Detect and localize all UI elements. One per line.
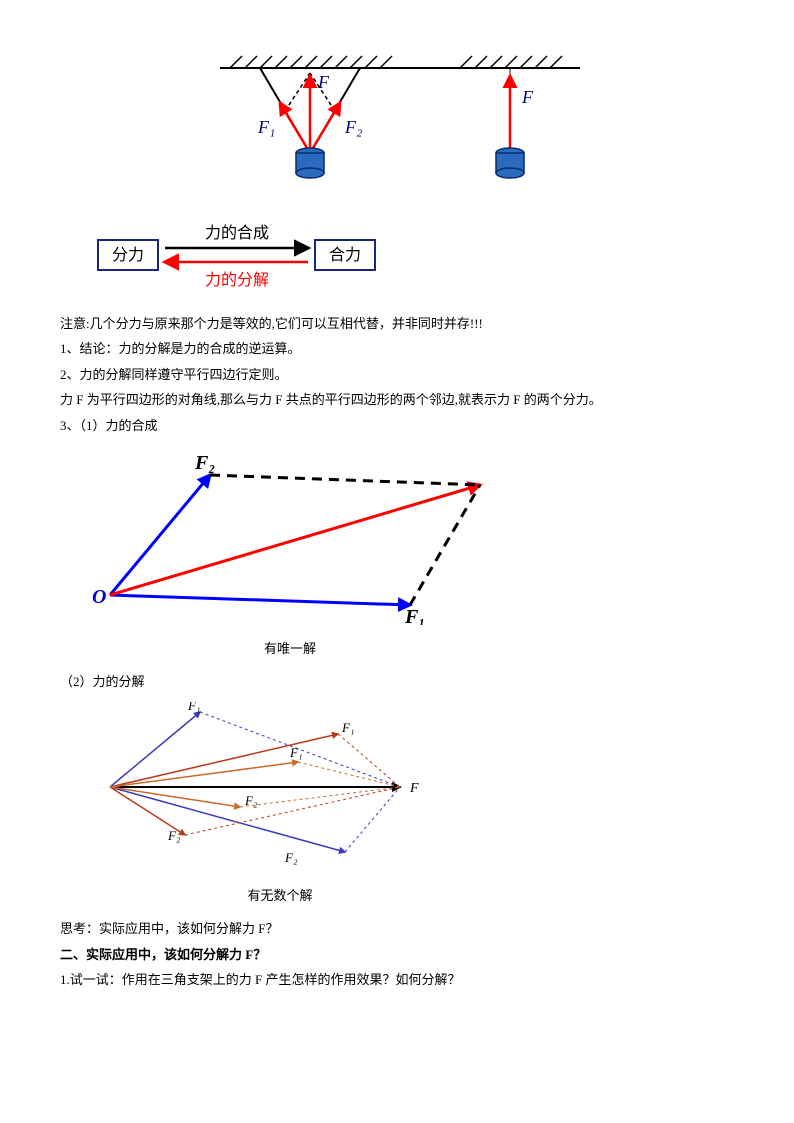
- label-F2-b: F₂: [167, 828, 181, 843]
- label-F2-comp: F₂: [194, 452, 215, 474]
- caption-unique: 有唯一解: [80, 637, 500, 660]
- figure-composition-decomposition: 分力 合力 力的合成 力的分解: [90, 210, 734, 300]
- para-5: （2）力的分解: [60, 670, 734, 693]
- label-F1: F₁: [257, 117, 275, 137]
- label-F2-c: F₂: [284, 850, 298, 865]
- para-3: 力 F 为平行四边形的对角线,那么与力 F 共点的平行四边形的两个邻边,就表示力…: [60, 388, 734, 411]
- para-7: 二、实际应用中，该如何分解力 F？: [60, 943, 734, 966]
- label-O: O: [92, 586, 106, 608]
- figure-ceiling-forces: F F₁ F₂ F: [180, 48, 734, 198]
- box-right-text: 合力: [329, 246, 361, 264]
- label-F1-a: F₁: [187, 702, 200, 713]
- label-F1-b: F₁: [341, 720, 354, 735]
- para-2: 2、力的分解同样遵守平行四边行定则。: [60, 363, 734, 386]
- label-F-decomp: F: [409, 781, 419, 796]
- para-6: 思考：实际应用中，该如何分解力 F？: [60, 917, 734, 940]
- figure-decomposition-many: F F₁ F₁ F₁ F₂ F₂ F₂: [90, 702, 734, 872]
- para-4: 3、（1）力的合成: [60, 414, 734, 437]
- box-left-text: 分力: [112, 246, 144, 264]
- note-text: 注意:几个分力与原来那个力是等效的,它们可以互相代替，并非同时并存!!!: [60, 312, 734, 335]
- figure-parallelogram-composition: O F₁ F₂: [80, 445, 734, 625]
- label-F2-a: F₂: [244, 793, 258, 808]
- para-8: 1.试一试：作用在三角支架上的力 F 产生怎样的作用效果？如何分解？: [60, 968, 734, 991]
- caption-many: 有无数个解: [90, 884, 470, 907]
- label-F: F: [317, 72, 330, 92]
- label-Fr: F: [521, 87, 534, 107]
- para-1: 1、结论：力的分解是力的合成的逆运算。: [60, 337, 734, 360]
- label-F2: F₂: [344, 117, 362, 137]
- label-F1-c: F₁: [289, 745, 302, 760]
- top-arrow-label: 力的合成: [205, 224, 269, 242]
- label-F1-comp: F₁: [404, 606, 425, 625]
- bottom-arrow-label: 力的分解: [205, 271, 269, 289]
